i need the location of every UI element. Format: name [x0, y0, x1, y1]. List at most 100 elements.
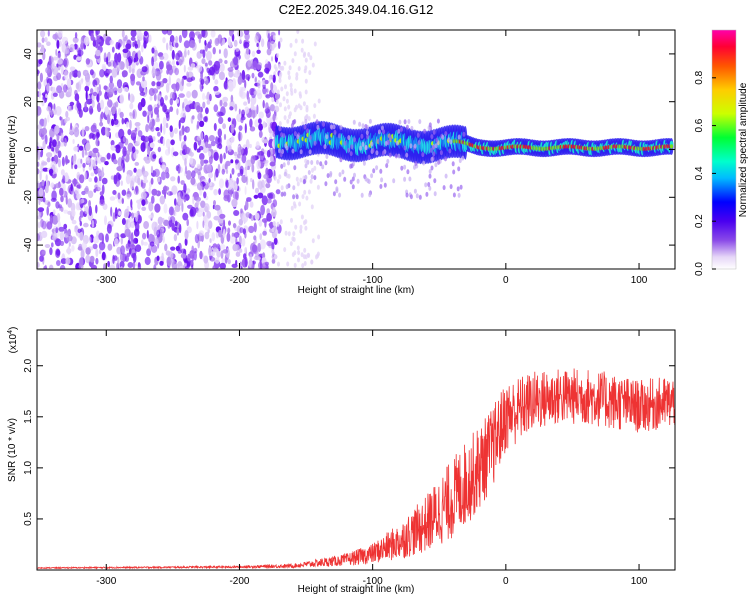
spectrogram-noise-cell [219, 213, 226, 219]
spectrogram-noise-cell [175, 52, 181, 61]
spectrogram-noise-cell [208, 154, 213, 165]
spectrogram-noise-cell [303, 261, 307, 266]
spectrogram-noise-cell [423, 128, 427, 134]
spectrogram-noise-cell [184, 157, 187, 167]
spectrogram-noise-cell [38, 187, 44, 197]
spectrogram-noise-cell [307, 189, 311, 195]
spectrogram-noise-cell [117, 173, 122, 181]
spectrogram-noise-cell [168, 67, 174, 75]
spectrogram-noise-cell [181, 30, 188, 39]
spectrogram-noise-cell [306, 159, 310, 165]
spectrogram-noise-cell [214, 65, 220, 75]
spectrogram-noise-cell [218, 58, 223, 64]
spectrogram-noise-cell [162, 116, 167, 126]
spectrogram-noise-cell [214, 204, 221, 211]
snr-x-label: Height of straight line (km) [298, 584, 415, 595]
spectrogram-noise-cell [235, 190, 239, 201]
spectrogram-noise-cell [223, 219, 226, 229]
spectrogram-noise-cell [219, 244, 226, 250]
spectrogram-noise-cell [230, 123, 235, 134]
spectrogram-noise-cell [54, 238, 62, 247]
spectrogram-noise-cell [149, 142, 155, 148]
spectrogram-noise-cell [253, 235, 257, 241]
spectrogram-noise-cell [380, 125, 384, 131]
spectrogram-noise-cell [152, 154, 157, 159]
spectrogram-noise-cell [114, 90, 118, 96]
spectrogram-noise-cell [37, 262, 40, 268]
spectrogram-noise-cell [109, 196, 116, 201]
spectrogram-noise-cell [190, 76, 196, 81]
spectrogram-noise-cell [101, 177, 108, 185]
spectrogram-noise-cell [339, 124, 343, 130]
spectrogram-noise-cell [183, 50, 187, 58]
spectrogram-noise-cell [112, 190, 117, 195]
spectrogram-noise-cell [278, 74, 282, 80]
spectrogram-noise-cell [189, 157, 194, 165]
spectrogram-noise-cell [240, 208, 243, 214]
spectrogram-noise-cell [143, 40, 147, 49]
spectrogram-noise-cell [313, 165, 317, 171]
spectrogram-noise-cell [241, 154, 247, 164]
spectrogram-noise-cell [186, 82, 192, 87]
spectrogram-noise-cell [237, 160, 241, 171]
spectrogram-noise-cell [37, 81, 42, 90]
spectrogram-noise-cell [266, 240, 273, 247]
spectrogram-marks [37, 30, 674, 269]
spectrogram-noise-cell [271, 227, 275, 233]
spectrogram-noise-cell [296, 134, 300, 140]
spectrogram-noise-cell [142, 110, 147, 117]
spectrogram-noise-cell [384, 141, 388, 146]
spectrogram-noise-cell [307, 116, 311, 122]
spectrogram-noise-cell [153, 168, 160, 178]
spectrogram-noise-cell [80, 248, 85, 259]
spectrogram-noise-cell [139, 91, 146, 97]
spectrogram-noise-cell [279, 102, 282, 108]
spectrogram-noise-cell [121, 253, 127, 262]
spectrogram-noise-cell [37, 207, 45, 213]
spectrogram-noise-cell [169, 125, 173, 132]
spectrogram-noise-cell [280, 86, 284, 92]
spectrogram-noise-cell [201, 30, 206, 38]
spectrogram-noise-cell [63, 70, 69, 81]
spectrogram-noise-cell [296, 245, 300, 251]
spectrogram-noise-cell [186, 71, 189, 79]
spectrogram-noise-cell [90, 124, 97, 133]
spectrogram-noise-cell [154, 107, 159, 115]
spectrogram-noise-cell [258, 118, 262, 124]
snr-y-tick-label: 1.0 [23, 460, 34, 474]
spectrogram-noise-cell [125, 150, 131, 157]
spectrogram-noise-cell [79, 174, 85, 184]
spectrogram-noise-cell [132, 261, 136, 269]
spectrogram-noise-cell [338, 192, 342, 198]
spectrogram-noise-cell [41, 179, 45, 187]
spectrogram-noise-cell [276, 221, 280, 227]
spectrogram-noise-cell [154, 203, 161, 213]
spectrogram-noise-cell [198, 230, 204, 237]
spectrogram-noise-cell [268, 74, 271, 83]
spectrogram-noise-cell [164, 243, 168, 252]
spectrogram-noise-cell [382, 129, 386, 135]
spectrogram-noise-cell [89, 108, 94, 114]
spectrogram-noise-cell [439, 150, 443, 156]
spectrogram-noise-cell [333, 129, 337, 135]
spectrogram-noise-cell [293, 250, 297, 256]
spectrogram-noise-cell [272, 35, 276, 41]
spectrogram-noise-cell [78, 215, 82, 223]
spectrogram-noise-cell [292, 231, 296, 237]
spectrogram-noise-cell [161, 164, 167, 172]
spectrogram-noise-cell [67, 246, 71, 255]
spectrogram-noise-cell [252, 106, 257, 111]
spectrogram-noise-cell [418, 119, 422, 125]
spectrogram-noise-cell [337, 133, 341, 139]
spectrogram-noise-cell [55, 227, 59, 234]
spectrogram-noise-cell [326, 173, 330, 179]
spectrogram-noise-cell [291, 58, 295, 64]
spectrogram-noise-cell [47, 114, 50, 123]
spectrogram-noise-cell [155, 70, 162, 81]
spectrogram-noise-cell [295, 75, 299, 81]
spectrogram-noise-cell [135, 262, 138, 267]
spectrogram-noise-cell [52, 215, 59, 225]
spectrogram-noise-cell [98, 176, 102, 182]
spectrogram-noise-cell [197, 64, 203, 73]
spectrogram-noise-cell [40, 218, 44, 228]
